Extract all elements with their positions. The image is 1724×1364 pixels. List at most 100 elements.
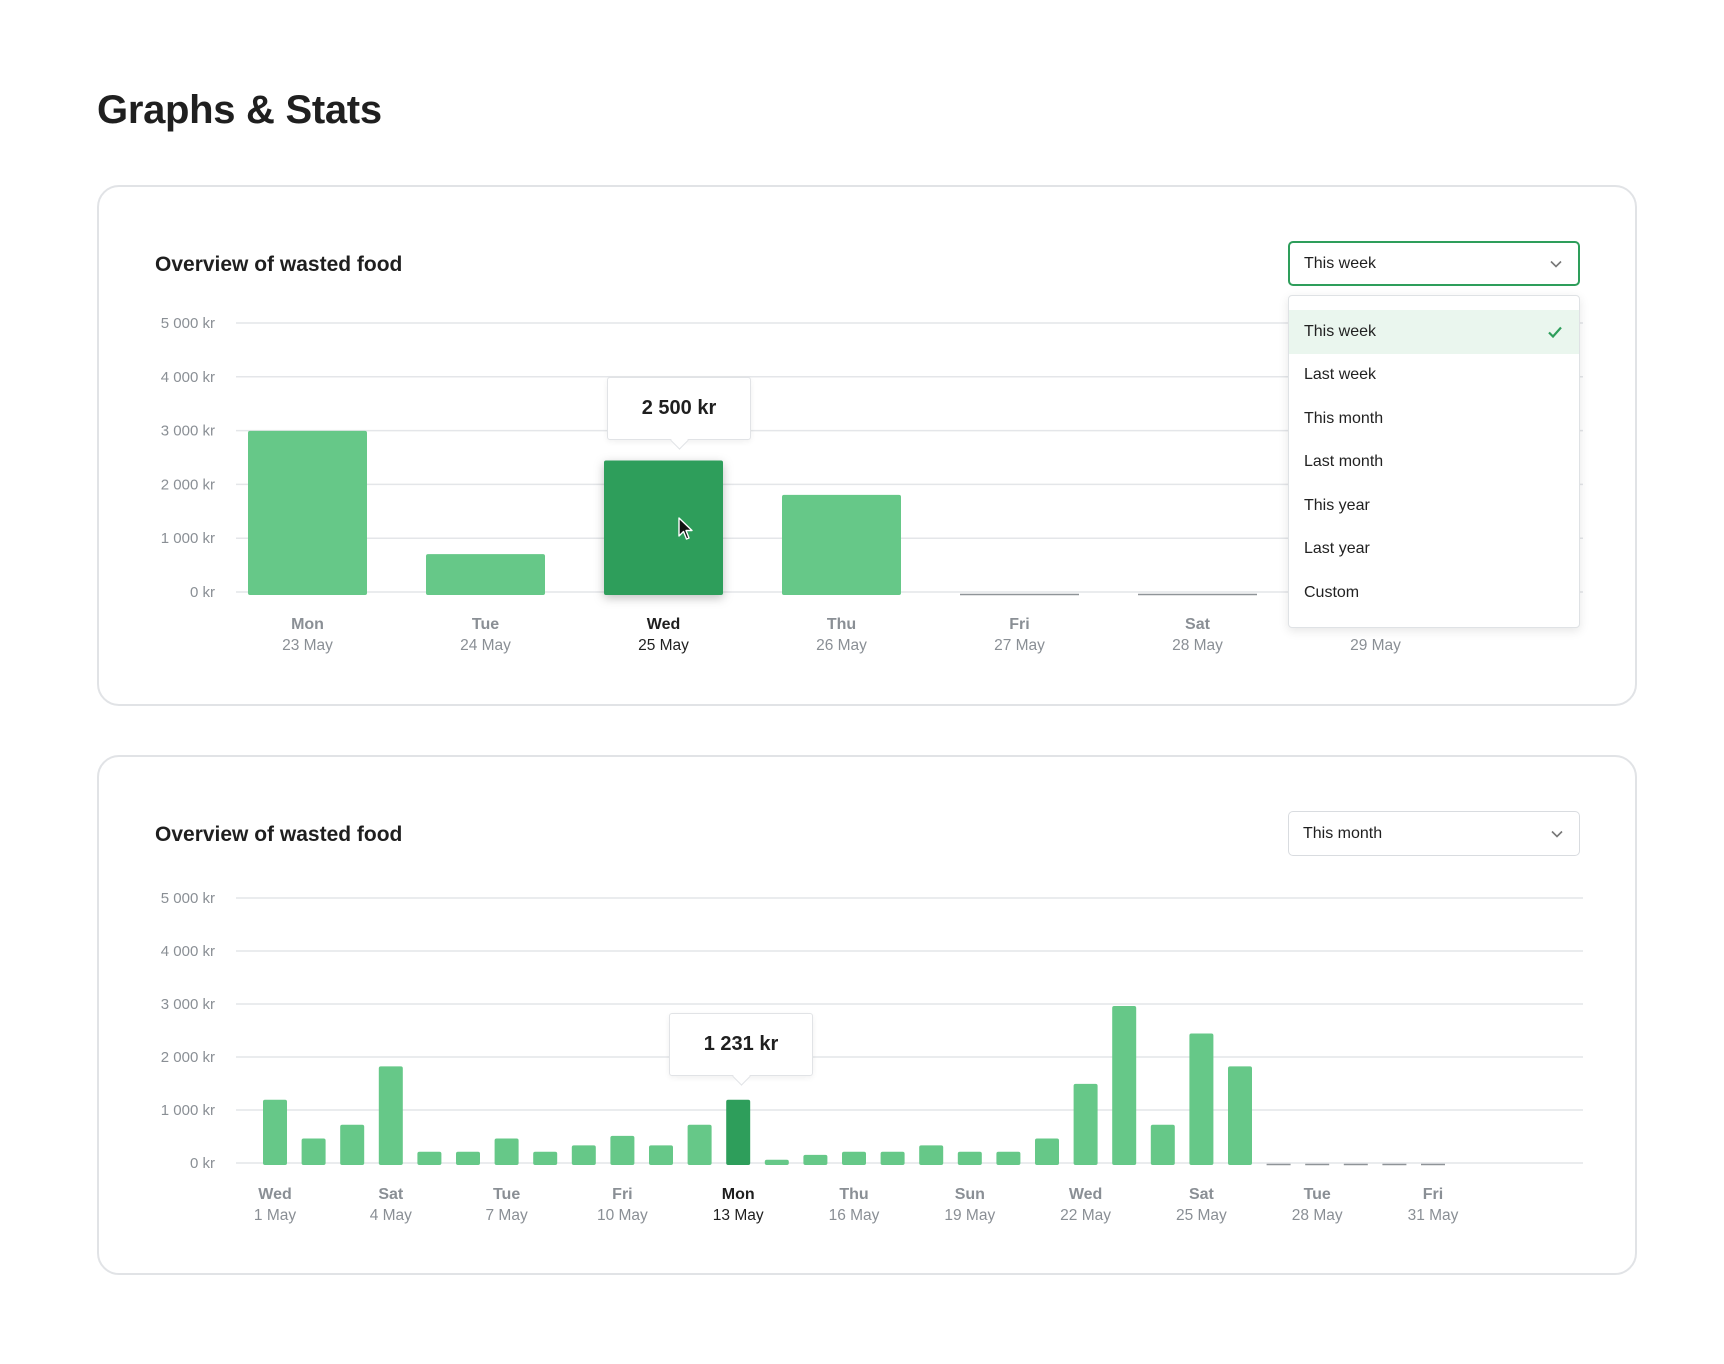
chart-bar[interactable]	[1073, 1083, 1098, 1165]
x-tick-date: 27 May	[994, 637, 1045, 654]
period-dropdown-menu: This week Last week This month Last month Th…	[1288, 295, 1580, 628]
x-tick-date: 28 May	[1292, 1207, 1343, 1224]
bar-value-tooltip: 2 500 kr	[607, 377, 751, 440]
period-option-label: Last year	[1304, 540, 1370, 558]
y-tick-label: 5 000 kr	[161, 890, 215, 907]
x-tick-date: 24 May	[460, 637, 511, 654]
period-option-label: This year	[1304, 496, 1370, 514]
x-tick-day: Mon	[291, 616, 324, 633]
period-option[interactable]: Last week	[1289, 354, 1579, 398]
period-option[interactable]: This month	[1289, 397, 1579, 441]
y-tick-label: 3 000 kr	[161, 996, 215, 1013]
mouse-pointer-icon	[678, 517, 693, 540]
y-tick-label: 1 000 kr	[161, 1102, 215, 1119]
period-option[interactable]: Custom	[1289, 571, 1579, 615]
x-tick-date: 13 May	[713, 1207, 764, 1224]
monthly-chart-card: Overview of wasted food 5 000 kr 4 000 kr…	[97, 755, 1637, 1275]
x-tick-date: 25 May	[1176, 1207, 1227, 1224]
x-tick-date: 1 May	[254, 1207, 296, 1224]
chart-bar[interactable]	[533, 1151, 558, 1165]
period-option-label: Custom	[1304, 583, 1360, 601]
x-tick-day: Fri	[1423, 1186, 1443, 1203]
x-tick-date: 26 May	[816, 637, 867, 654]
x-tick-day: Wed	[1069, 1186, 1102, 1203]
period-option[interactable]: This year	[1289, 484, 1579, 528]
period-select[interactable]: This month	[1288, 811, 1580, 856]
chart-bar[interactable]	[248, 430, 367, 595]
period-select-value: This month	[1303, 824, 1383, 842]
x-tick-day: Sat	[1185, 616, 1211, 633]
period-option[interactable]: Last year	[1289, 528, 1579, 572]
period-option[interactable]: Last month	[1289, 441, 1579, 485]
y-tick-label: 0 kr	[190, 584, 215, 601]
weekly-chart-card: Overview of wasted food 5 000 kr 4 000 kr…	[97, 185, 1637, 706]
chart-bar[interactable]	[957, 1151, 982, 1165]
x-tick-day: Fri	[1009, 616, 1029, 633]
x-tick-day: Thu	[827, 616, 856, 633]
x-tick-day: Fri	[612, 1186, 632, 1203]
check-icon	[1548, 326, 1562, 338]
chart-bar[interactable]	[417, 1151, 442, 1165]
x-tick-day: Tue	[472, 616, 499, 633]
period-select[interactable]: This week	[1288, 241, 1580, 286]
period-option-label: Last week	[1304, 366, 1377, 384]
card-title: Overview of wasted food	[155, 253, 403, 276]
chart-bar[interactable]	[340, 1124, 365, 1165]
chart-bar[interactable]	[1189, 1033, 1214, 1165]
x-tick-date: 25 May	[638, 637, 689, 654]
chart-bar[interactable]	[687, 1124, 712, 1165]
x-tick-date: 28 May	[1172, 637, 1223, 654]
chart-bar[interactable]	[803, 1154, 828, 1165]
chart-bar[interactable]	[1150, 1124, 1175, 1165]
y-tick-label: 0 kr	[190, 1155, 215, 1172]
y-tick-label: 5 000 kr	[161, 315, 215, 332]
x-tick-day: Mon	[722, 1186, 755, 1203]
chart-bar[interactable]	[996, 1151, 1021, 1165]
period-option-label: This week	[1304, 322, 1377, 340]
x-tick-date: 23 May	[282, 637, 333, 654]
chart-bar[interactable]	[301, 1138, 326, 1166]
chart-bar[interactable]	[880, 1151, 905, 1165]
period-option-label: Last month	[1304, 453, 1384, 471]
chart-bar[interactable]	[263, 1099, 287, 1165]
x-tick-date: 16 May	[829, 1207, 880, 1224]
x-tick-date: 22 May	[1060, 1207, 1111, 1224]
x-tick-date: 19 May	[944, 1207, 995, 1224]
x-tick-day: Wed	[258, 1186, 291, 1203]
x-tick-day: Tue	[493, 1186, 520, 1203]
x-tick-day: Sat	[378, 1186, 404, 1203]
chart-bar[interactable]	[782, 494, 901, 595]
chart-bar[interactable]	[764, 1159, 789, 1165]
chart-bar[interactable]	[1228, 1066, 1252, 1165]
chart-bar[interactable]	[378, 1066, 403, 1165]
monthly-bar-chart: 5 000 kr 4 000 kr 3 000 kr 2 000 kr 1 000 kr…	[161, 890, 1583, 1224]
bar-value-tooltip: 1 231 kr	[669, 1013, 813, 1076]
chart-bar[interactable]	[571, 1145, 596, 1165]
card-title: Overview of wasted food	[155, 823, 403, 846]
chevron-down-icon	[1551, 830, 1563, 838]
x-tick-day: Sun	[955, 1186, 985, 1203]
chart-bar[interactable]	[649, 1145, 673, 1165]
page-title: Graphs & Stats	[97, 88, 382, 132]
x-tick-date: 29 May	[1350, 637, 1401, 654]
y-tick-label: 1 000 kr	[161, 530, 215, 547]
chart-bar[interactable]	[842, 1151, 866, 1165]
period-option-label: This month	[1304, 409, 1384, 427]
chart-bar[interactable]	[919, 1145, 944, 1165]
chart-bar[interactable]	[610, 1135, 635, 1165]
chart-bar[interactable]	[1112, 1006, 1137, 1165]
chart-bar[interactable]	[426, 554, 545, 595]
chart-bar[interactable]	[494, 1138, 519, 1166]
chart-bar[interactable]	[1035, 1138, 1059, 1166]
x-tick-day: Tue	[1304, 1186, 1331, 1203]
x-tick-day: Sat	[1189, 1186, 1215, 1203]
y-tick-label: 2 000 kr	[161, 1049, 215, 1066]
chart-bar[interactable]	[456, 1151, 480, 1165]
chart-bar[interactable]	[604, 460, 723, 596]
x-tick-date: 10 May	[597, 1207, 648, 1224]
x-tick-date: 31 May	[1408, 1207, 1459, 1224]
period-option[interactable]: This week	[1289, 310, 1579, 354]
y-tick-label: 3 000 kr	[161, 423, 215, 440]
x-tick-day: Thu	[839, 1186, 868, 1203]
chart-bar[interactable]	[726, 1099, 751, 1165]
